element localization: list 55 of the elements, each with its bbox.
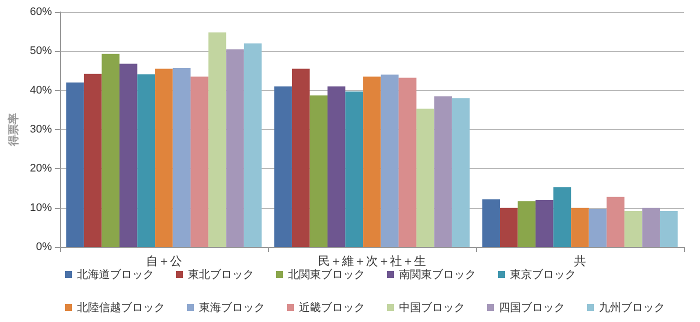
bar <box>434 96 452 247</box>
bar <box>274 86 292 247</box>
bar <box>660 210 678 247</box>
bar <box>536 200 554 247</box>
bar <box>416 108 434 247</box>
legend-label: 東海ブロック <box>199 301 265 314</box>
legend-label: 北陸信越ブロック <box>77 301 165 314</box>
x-tick-label: 民＋維＋次＋社＋生 <box>318 254 426 268</box>
bar <box>155 68 173 247</box>
bar <box>553 187 572 247</box>
bar <box>328 86 346 247</box>
bar <box>66 82 84 247</box>
legend-label: 東京ブロック <box>510 268 576 281</box>
bar <box>119 64 138 247</box>
bar <box>208 32 226 247</box>
y-tick-label: 0% <box>36 241 52 253</box>
legend-label: 中国ブロック <box>399 301 465 314</box>
bar <box>137 74 156 247</box>
bar <box>518 201 536 247</box>
bar <box>588 209 607 247</box>
bar <box>380 74 399 247</box>
bar <box>500 208 518 247</box>
bar <box>172 68 191 247</box>
bar <box>642 208 660 247</box>
bar <box>482 199 500 247</box>
y-axis-title: 得票率 <box>7 113 20 147</box>
bar <box>84 74 102 247</box>
y-tick-label: 50% <box>30 45 52 58</box>
x-tick-label: 自＋公 <box>146 254 182 268</box>
legend-label: 北関東ブロック <box>288 268 365 281</box>
legend-label: 北海道ブロック <box>77 268 154 281</box>
bar <box>606 196 624 247</box>
bar <box>452 98 470 247</box>
legend-label: 近畿ブロック <box>299 301 365 314</box>
legend-label: 東北ブロック <box>188 268 254 281</box>
y-tick-label: 10% <box>30 202 52 214</box>
bar <box>190 76 208 247</box>
legend-label: 南関東ブロック <box>399 268 476 281</box>
legend-label: 九州ブロック <box>599 301 665 314</box>
bar <box>363 76 381 247</box>
bar <box>345 92 364 247</box>
bar <box>292 68 310 247</box>
bar <box>244 43 262 247</box>
bar <box>102 54 120 247</box>
bar <box>398 78 416 247</box>
x-tick-label: 共 <box>574 254 586 268</box>
y-tick-label: 60% <box>30 6 52 18</box>
y-tick-label: 30% <box>30 124 52 136</box>
bar <box>310 95 328 247</box>
y-tick-label: 20% <box>30 162 52 175</box>
bar <box>571 208 589 247</box>
bar <box>624 210 642 247</box>
y-tick-label: 40% <box>30 84 52 96</box>
bar <box>226 49 244 247</box>
legend-label: 四国ブロック <box>499 301 565 314</box>
